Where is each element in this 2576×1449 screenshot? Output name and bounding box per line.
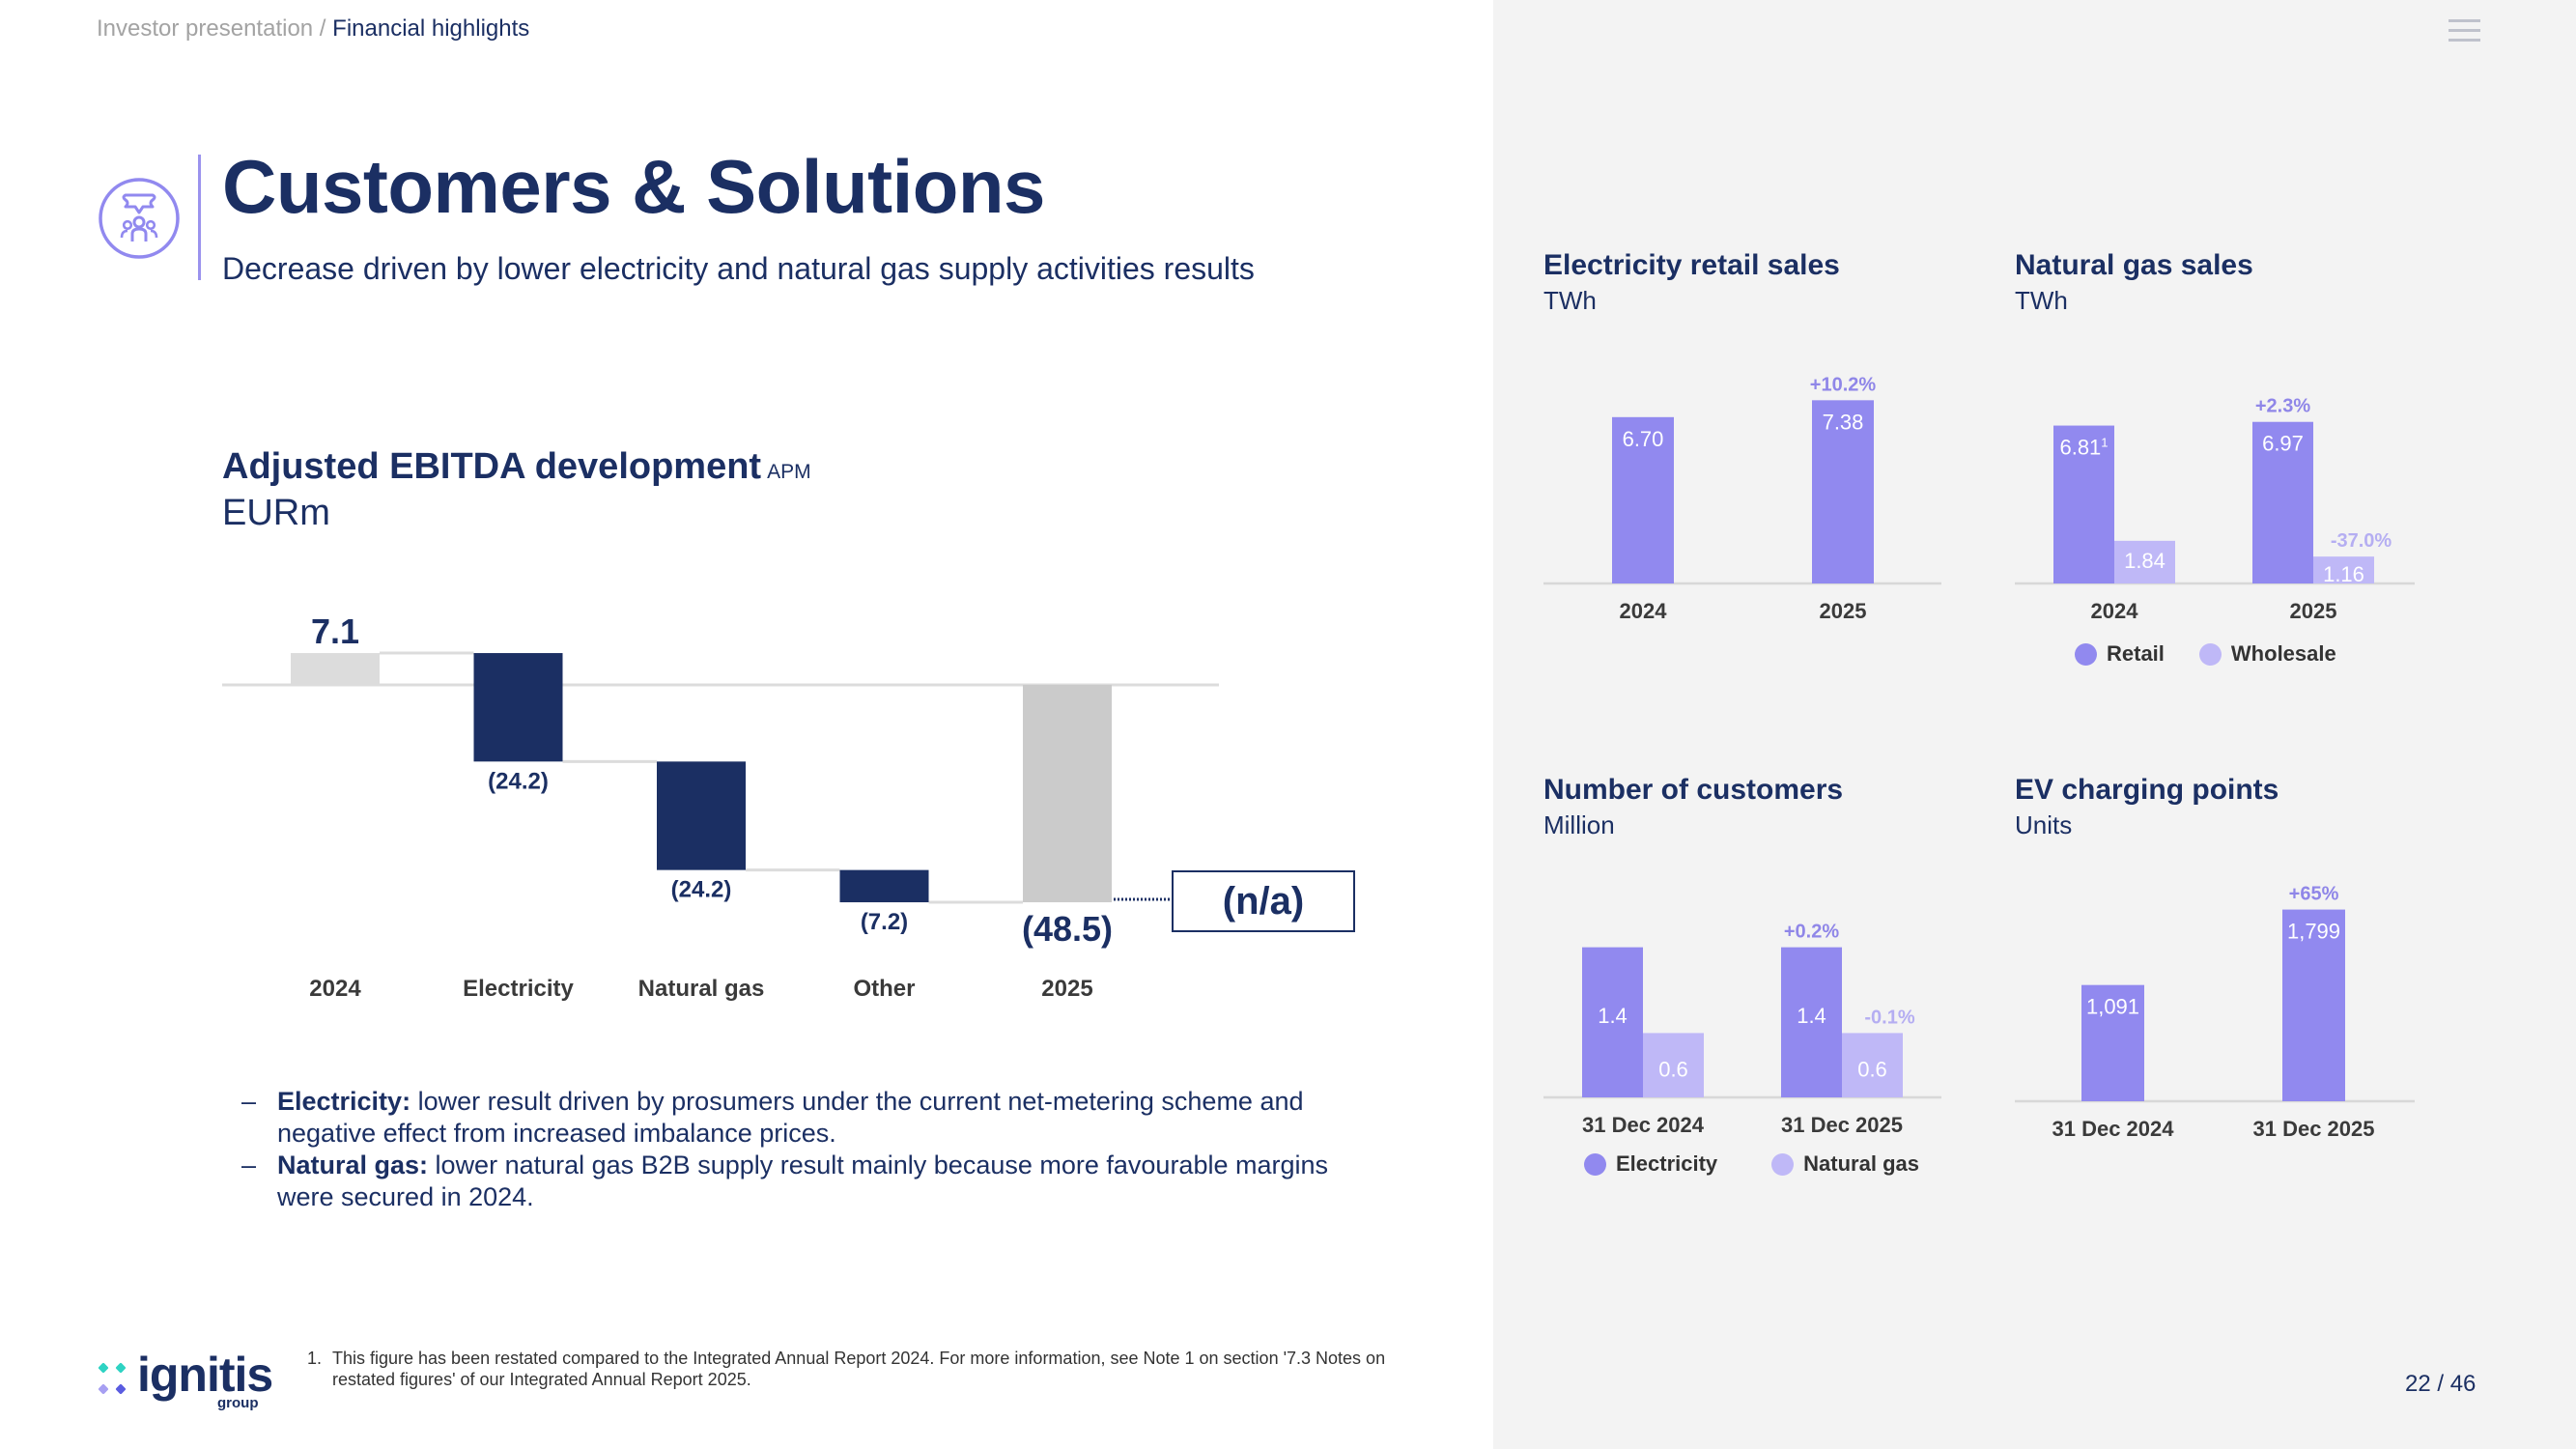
page-title: Customers & Solutions <box>222 144 1045 229</box>
waterfall-data-label: (48.5) <box>1022 909 1113 949</box>
waterfall-bar-other <box>839 869 929 903</box>
waterfall-data-label: (24.2) <box>488 768 549 794</box>
comparison-na-box: (n/a) <box>1172 870 1355 932</box>
gas-chart-title: Natural gas sales <box>2015 249 2253 281</box>
footnote-number: 1. <box>307 1349 323 1368</box>
hamburger-menu-icon[interactable] <box>2449 19 2481 43</box>
ev-chart-unit: Units <box>2015 810 2073 839</box>
waterfall-bar-2024 <box>291 653 380 685</box>
waterfall-category-label: 2024 <box>309 976 361 1002</box>
customers-chart-title: Number of customers <box>1543 774 1844 806</box>
bullet-text: lower result driven by prosumers under t… <box>277 1087 1304 1148</box>
breadcrumb-current[interactable]: Financial highlights <box>332 15 530 42</box>
page-subtitle: Decrease driven by lower electricity and… <box>222 251 1255 286</box>
logo-subtitle: group <box>217 1395 259 1411</box>
header-divider <box>198 155 201 280</box>
bullet-text: lower natural gas B2B supply result main… <box>277 1151 1329 1211</box>
ev-chart-title: EV charging points <box>2015 774 2279 806</box>
gas-chart-legend: Retail Wholesale <box>2075 641 2371 667</box>
customers-speech-bubble-icon <box>99 178 180 259</box>
waterfall-category-label: 2025 <box>1041 976 1092 1002</box>
waterfall-category-label: Other <box>853 976 915 1002</box>
bullet-marker: – <box>241 1151 257 1179</box>
legend-dot-icon <box>1771 1152 1795 1176</box>
legend-item-wholesale: Wholesale <box>2198 641 2336 667</box>
bullet-label: Electricity: <box>277 1087 411 1116</box>
waterfall-data-label: (24.2) <box>671 877 732 903</box>
electricity-chart-unit: TWh <box>1543 286 1597 315</box>
bullet-electricity: – Electricity: lower result driven by pr… <box>241 1086 1352 1150</box>
legend-item-electricity: Electricity <box>1584 1151 1717 1177</box>
footnote: 1. This figure has been restated compare… <box>307 1348 1389 1390</box>
breadcrumb-separator: / <box>313 15 333 42</box>
gas-chart-unit: TWh <box>2015 286 2068 315</box>
legend-label: Electricity <box>1616 1151 1718 1176</box>
waterfall-bar-2025 <box>1023 685 1112 903</box>
legend-dot-icon <box>2075 642 2097 666</box>
legend-item-natural-gas: Natural gas <box>1771 1151 1919 1177</box>
ebitda-title-text: Adjusted EBITDA development <box>222 446 762 487</box>
legend-label: Retail <box>2107 641 2165 666</box>
ignitis-logo[interactable]: ignitis group <box>97 1348 273 1411</box>
logo-wordmark: ignitis <box>137 1348 273 1402</box>
waterfall-category-label: Natural gas <box>638 976 765 1002</box>
electricity-chart-title: Electricity retail sales <box>1543 249 1840 281</box>
legend-label: Natural gas <box>1803 1151 1919 1176</box>
bullet-label: Natural gas: <box>277 1151 429 1179</box>
legend-dot-icon <box>1584 1152 1606 1176</box>
customers-chart-unit: Million <box>1543 810 1615 839</box>
legend-dot-icon <box>2198 642 2222 666</box>
apm-tag: APM <box>767 461 811 483</box>
waterfall-data-label: 7.1 <box>311 611 359 651</box>
bullet-marker: – <box>241 1087 257 1116</box>
footnote-text: This figure has been restated compared t… <box>332 1349 1386 1389</box>
waterfall-bar-electricity <box>473 653 563 762</box>
breadcrumb: Investor presentation / Financial highli… <box>97 15 529 43</box>
waterfall-bar-natural-gas <box>657 761 746 870</box>
customers-chart-legend: Electricity Natural gas <box>1584 1151 1954 1177</box>
bullet-natural-gas: – Natural gas: lower natural gas B2B sup… <box>241 1150 1352 1213</box>
legend-item-retail: Retail <box>2075 641 2165 667</box>
ebitda-chart-title: Adjusted EBITDA development APM <box>222 446 811 488</box>
breadcrumb-parent[interactable]: Investor presentation <box>97 15 314 42</box>
ignitis-mark-icon <box>98 1362 127 1395</box>
ebitda-chart-unit: EURm <box>222 493 330 533</box>
legend-label: Wholesale <box>2230 641 2336 666</box>
commentary-bullets: – Electricity: lower result driven by pr… <box>241 1086 1352 1213</box>
kpi-panel <box>1493 0 2576 1449</box>
page-number: 22 / 46 <box>2405 1371 2477 1397</box>
waterfall-category-label: Electricity <box>463 976 574 1002</box>
waterfall-data-label: (7.2) <box>861 909 908 935</box>
